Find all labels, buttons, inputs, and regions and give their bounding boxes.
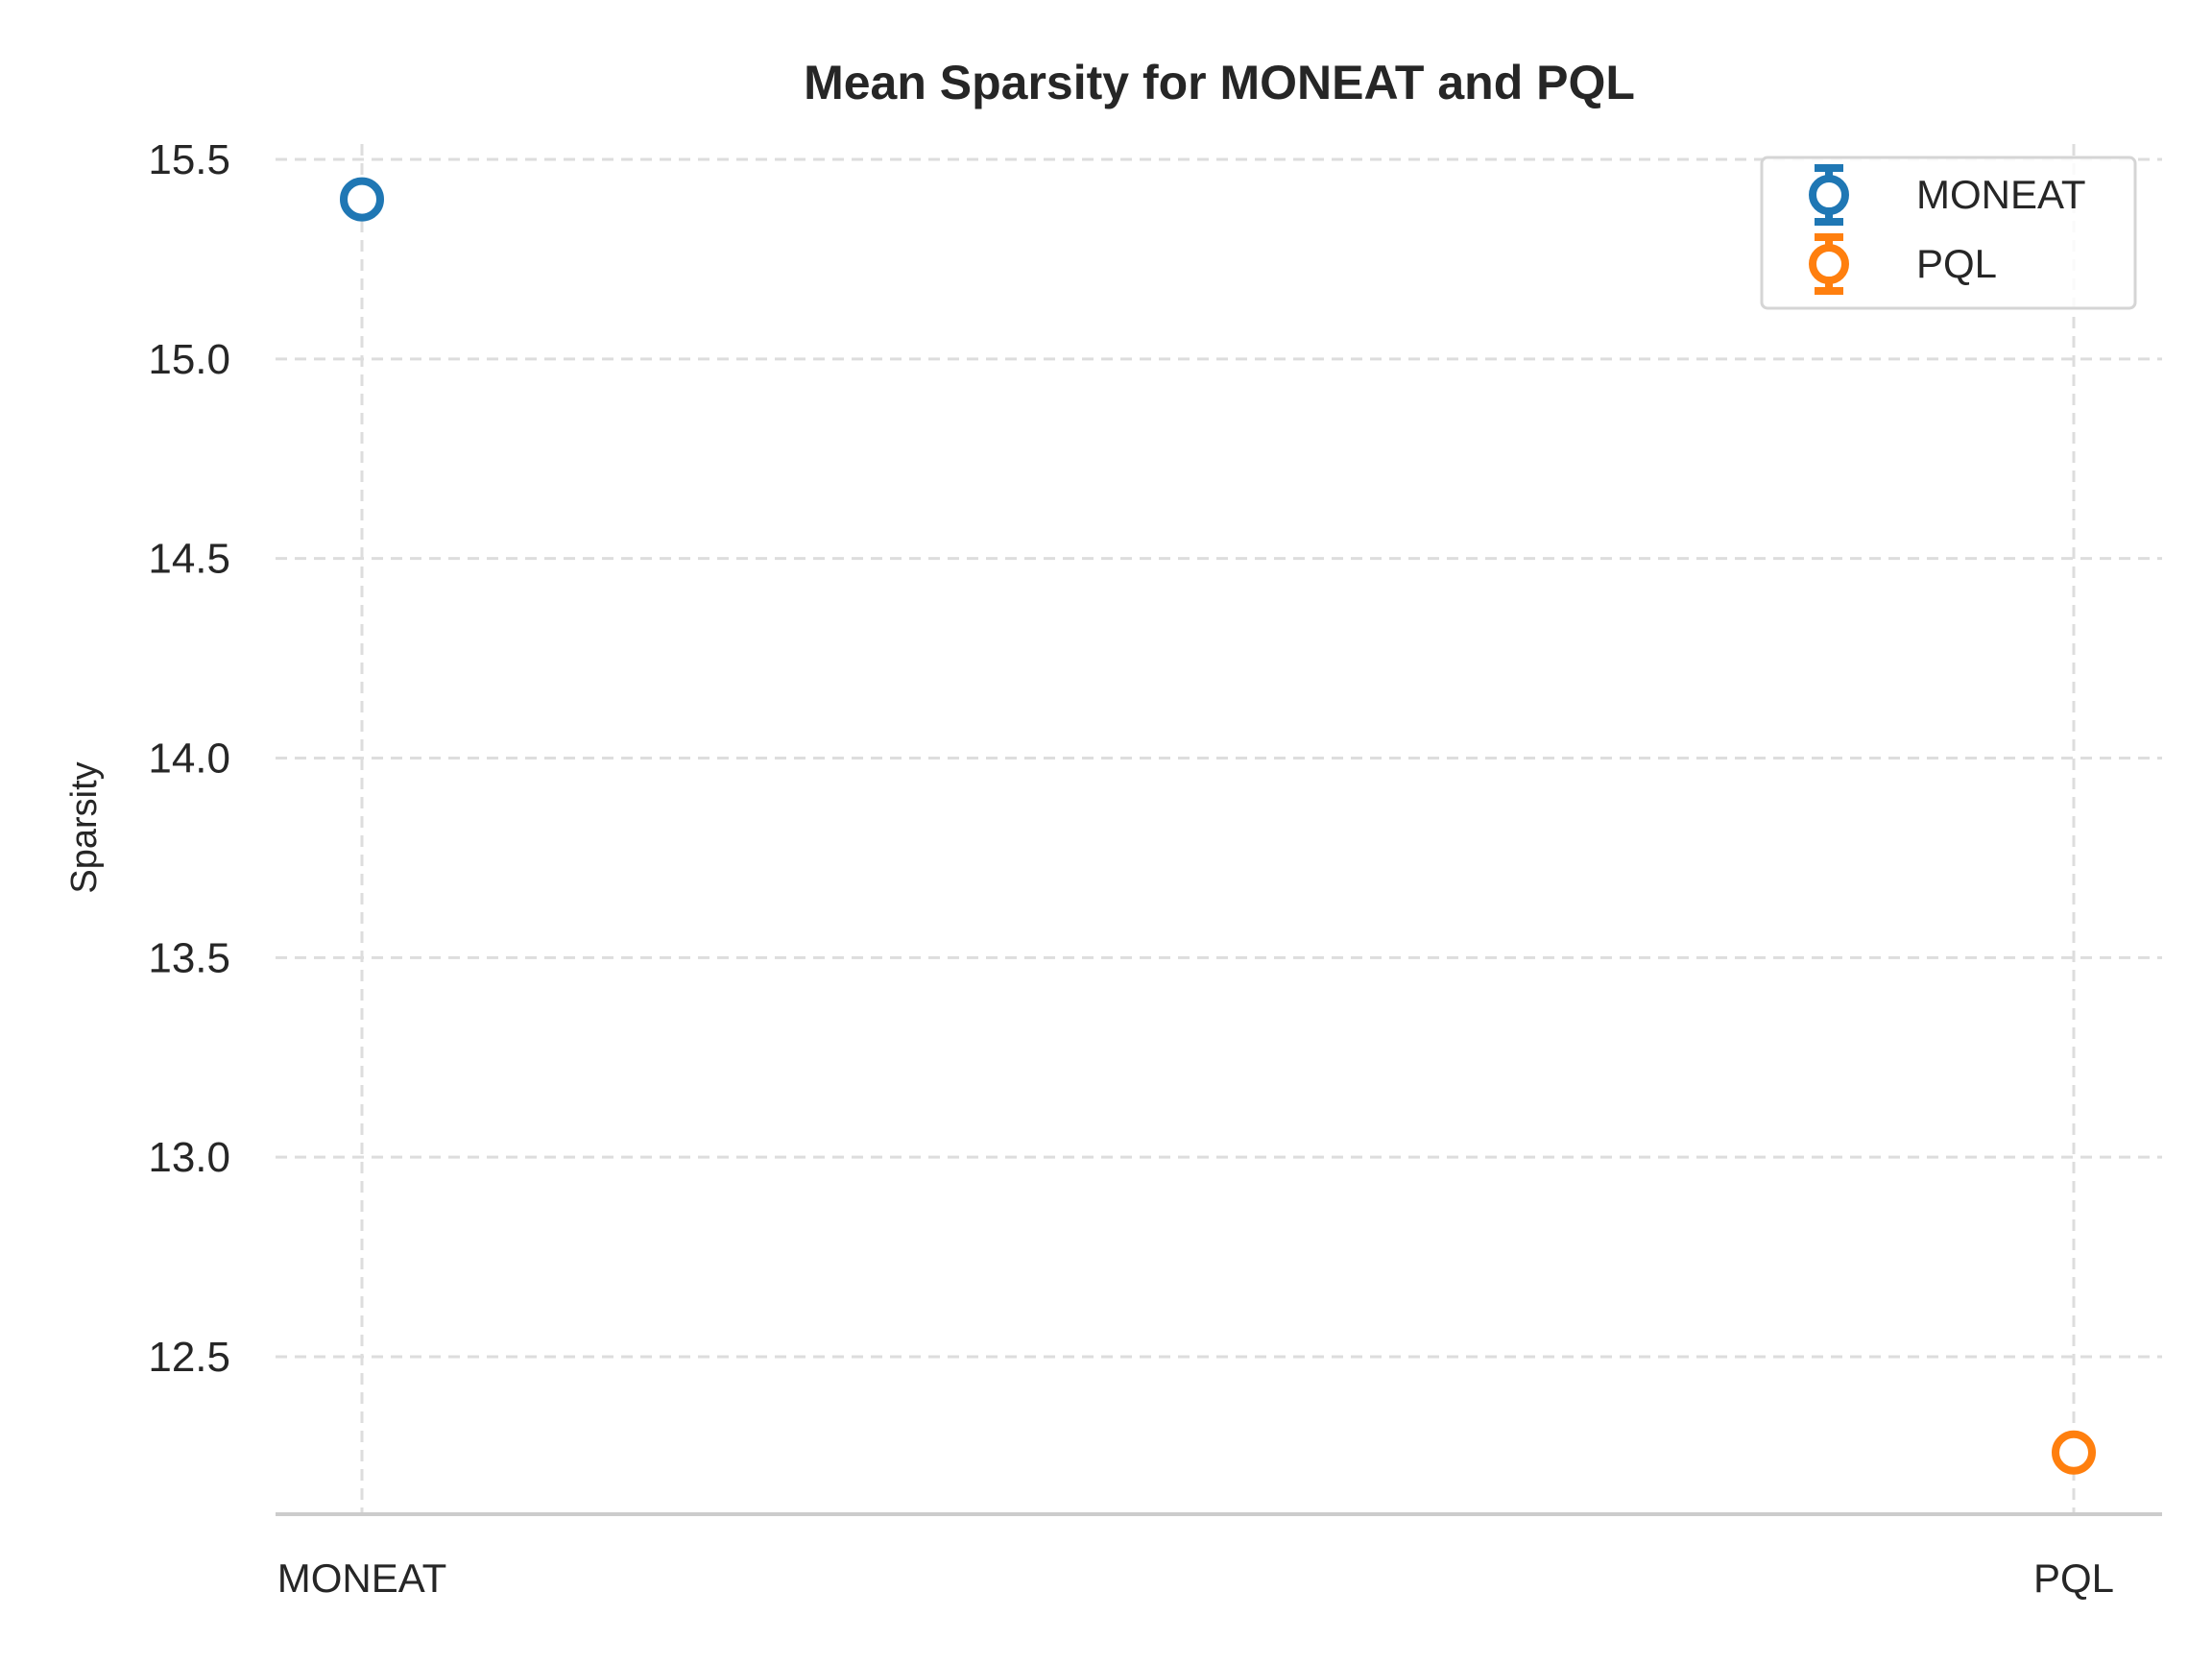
data-point-moneat: [340, 177, 384, 222]
y-tick-label: 13.5: [148, 934, 230, 981]
x-tick-labels: MONEAT PQL: [277, 1555, 2114, 1601]
x-tick-label: MONEAT: [277, 1555, 447, 1601]
y-tick-labels: 12.5 13.0 13.5 14.0 14.5 15.0 15.5: [148, 136, 230, 1381]
legend-label-moneat: MONEAT: [1916, 172, 2086, 217]
legend: MONEAT PQL: [1760, 156, 2137, 310]
data-points: [340, 177, 2096, 1475]
grid: [276, 144, 2162, 1514]
y-tick-label: 14.5: [148, 536, 230, 583]
legend-marker-pql: [1809, 244, 1849, 284]
data-point-pql: [2052, 1430, 2096, 1475]
chart-title: Mean Sparsity for MONEAT and PQL: [804, 56, 1635, 109]
legend-label-pql: PQL: [1916, 241, 1997, 286]
y-tick-label: 13.0: [148, 1134, 230, 1181]
y-tick-label: 15.0: [148, 336, 230, 383]
x-tick-label: PQL: [2033, 1555, 2114, 1601]
y-axis-label: Sparsity: [64, 761, 105, 893]
y-tick-label: 12.5: [148, 1334, 230, 1381]
legend-box: [1760, 156, 2137, 310]
y-tick-label: 14.0: [148, 736, 230, 783]
legend-marker-moneat: [1809, 175, 1849, 215]
y-tick-label: 15.5: [148, 136, 230, 183]
